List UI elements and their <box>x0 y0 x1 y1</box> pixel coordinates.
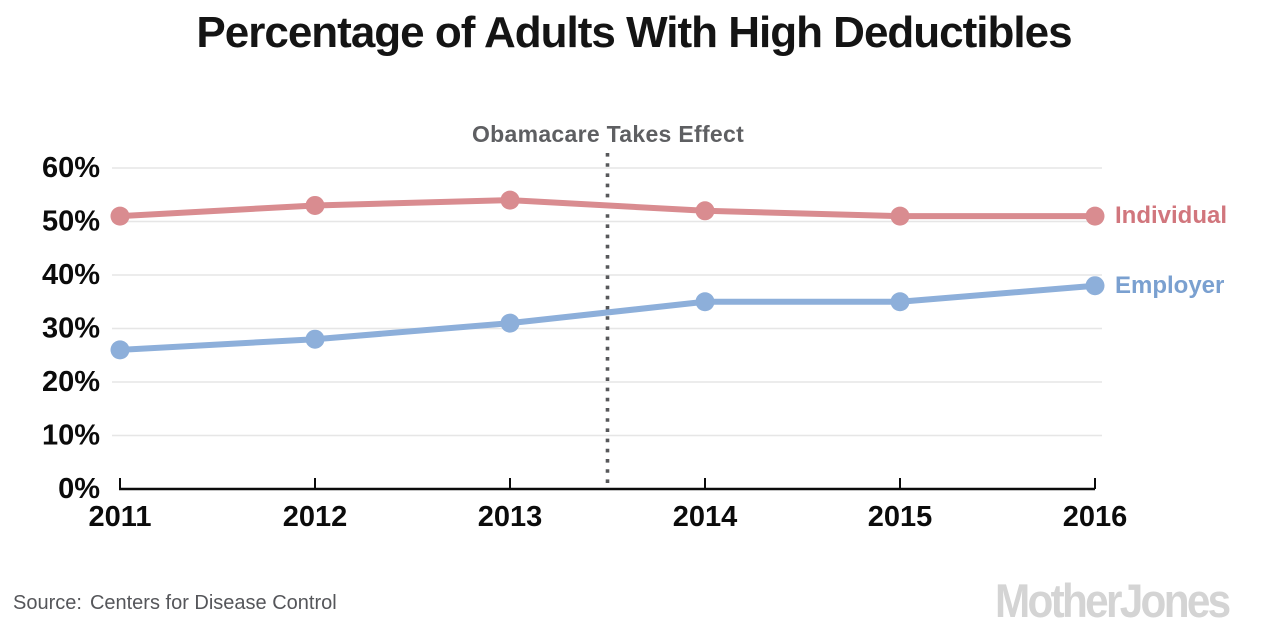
data-point-marker <box>500 313 520 333</box>
data-point-marker <box>1085 206 1105 226</box>
series-line-employer <box>117 282 1098 353</box>
y-axis-label: 40% <box>42 259 100 291</box>
data-point-marker <box>1085 276 1105 296</box>
x-axis-label: 2012 <box>283 501 348 533</box>
x-axis-label: 2016 <box>1063 501 1128 533</box>
series-end-label-employer: Employer <box>1115 271 1225 299</box>
series-line-individual <box>117 197 1098 220</box>
x-axis-label: 2011 <box>89 501 152 533</box>
data-point-marker <box>110 340 130 360</box>
x-axis-label: 2015 <box>868 501 933 533</box>
chart-title: Percentage of Adults With High Deductibl… <box>196 8 1072 57</box>
x-axis-label: 2013 <box>478 501 543 533</box>
y-axis-label: 50% <box>42 206 100 238</box>
data-point-marker <box>110 206 130 226</box>
data-point-marker <box>500 190 520 210</box>
data-point-marker <box>890 292 910 312</box>
y-axis-label: 60% <box>42 152 100 184</box>
source-note: Source: Centers for Disease Control <box>13 592 337 615</box>
data-point-marker <box>305 195 325 215</box>
y-axis-label: 0% <box>58 473 100 505</box>
source-text: Centers for Disease Control <box>89 592 337 614</box>
data-point-marker <box>890 206 910 226</box>
data-point-marker <box>695 292 715 312</box>
data-point-marker <box>305 329 325 349</box>
y-axis-label: 10% <box>42 420 100 452</box>
motherjones-logo: MotherJones <box>994 574 1230 626</box>
source-label: Source: <box>13 592 82 614</box>
data-point-marker <box>695 201 715 221</box>
x-axis-label: 2014 <box>673 501 738 533</box>
y-axis-label: 20% <box>42 366 100 398</box>
y-axis-label: 30% <box>42 313 100 345</box>
annotation-label: Obamacare Takes Effect <box>471 121 745 147</box>
series-end-label-individual: Individual <box>1115 202 1228 230</box>
